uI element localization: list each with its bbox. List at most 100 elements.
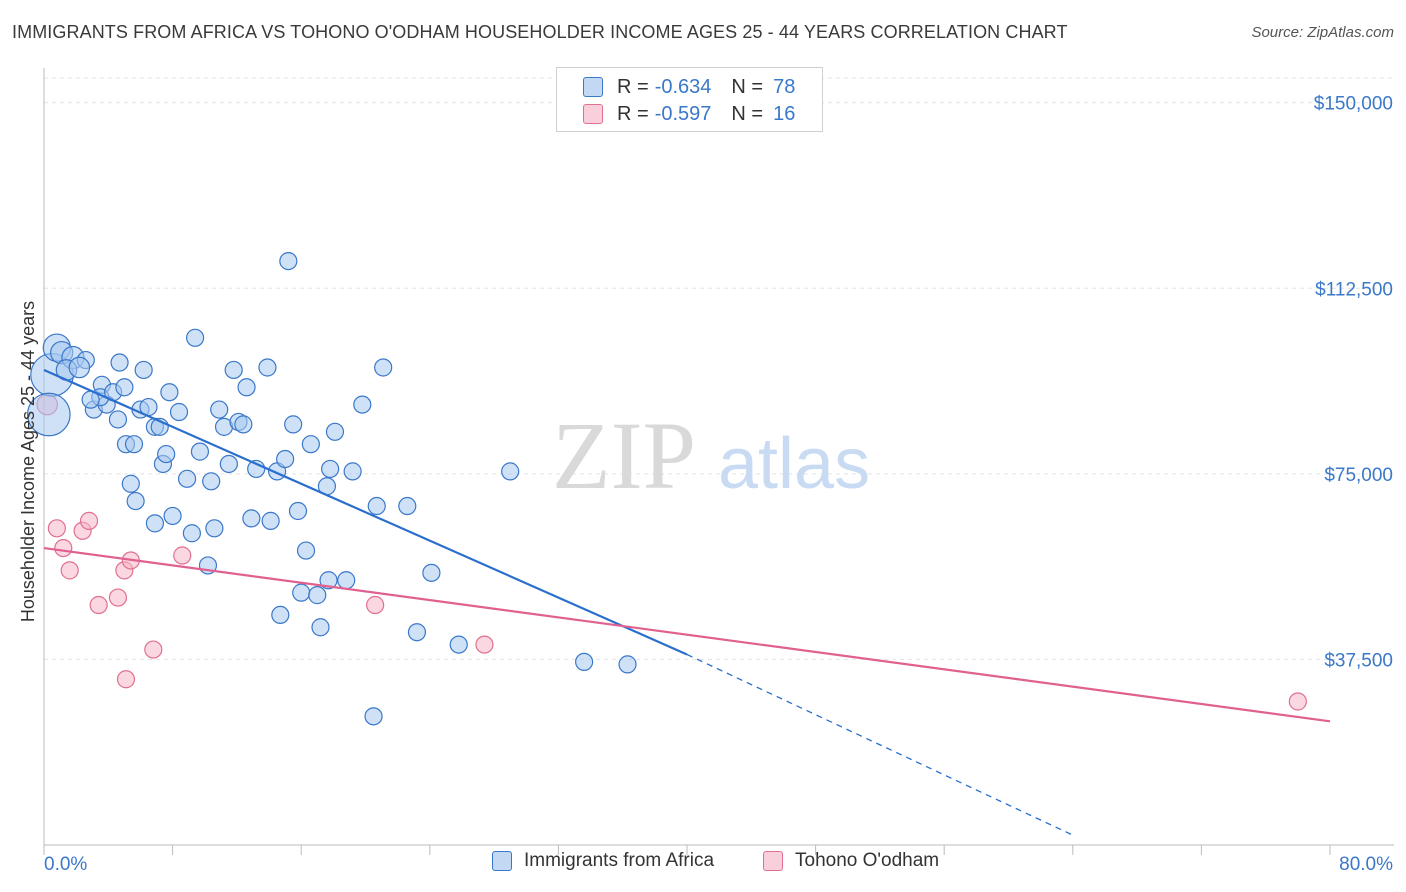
africa-point bbox=[364, 707, 383, 726]
axis-labels: $37,500 $75,000 $112,500 $150,000 0.0% 80.0% H… bbox=[18, 94, 1393, 875]
africa-point bbox=[422, 563, 441, 582]
tohono-point bbox=[89, 595, 108, 615]
africa-point bbox=[219, 454, 238, 474]
africa-point bbox=[145, 514, 165, 533]
series-tohono-points bbox=[36, 393, 1307, 711]
y-tick-label: $112,500 bbox=[1315, 279, 1393, 300]
tohono-point bbox=[47, 519, 66, 538]
africa-point bbox=[308, 586, 327, 605]
africa-point bbox=[177, 469, 197, 488]
africa-point bbox=[311, 618, 330, 637]
africa-point bbox=[210, 400, 229, 419]
africa-point bbox=[343, 462, 362, 481]
tohono-point bbox=[144, 640, 163, 659]
legend-r-label: R = bbox=[617, 102, 649, 125]
y-axis-title: Householder Income Ages 25 - 44 years bbox=[18, 301, 38, 622]
tohono-point bbox=[116, 670, 136, 689]
africa-point bbox=[271, 605, 290, 625]
africa-point bbox=[190, 442, 210, 461]
africa-point bbox=[337, 571, 356, 590]
africa-point bbox=[205, 519, 224, 538]
legend-swatch-tohono bbox=[763, 851, 783, 871]
x-tick-label: 80.0% bbox=[1339, 854, 1393, 875]
legend-swatch-africa bbox=[492, 851, 512, 871]
africa-point bbox=[353, 395, 372, 414]
legend-r-value: -0.597 bbox=[654, 102, 712, 125]
africa-point bbox=[134, 360, 153, 380]
africa-point bbox=[501, 462, 520, 481]
africa-point bbox=[110, 353, 129, 372]
africa-point bbox=[169, 402, 189, 422]
africa-point bbox=[407, 623, 427, 642]
africa-point bbox=[182, 524, 201, 543]
legend-r-label: R = bbox=[617, 75, 649, 98]
watermark: ZIP atlas bbox=[552, 402, 870, 509]
africa-point bbox=[115, 378, 134, 397]
grid-lines bbox=[44, 77, 1394, 660]
africa-point bbox=[202, 472, 221, 491]
y-tick-label: $75,000 bbox=[1324, 465, 1393, 486]
tohono-point bbox=[173, 546, 192, 565]
africa-point bbox=[374, 358, 393, 377]
africa-point bbox=[157, 444, 176, 464]
africa-point bbox=[124, 435, 144, 454]
y-tick-label: $150,000 bbox=[1314, 94, 1393, 115]
legend-label-africa: Immigrants from Africa bbox=[524, 850, 715, 871]
africa-point bbox=[398, 496, 417, 516]
africa-point bbox=[121, 474, 140, 493]
series-legend: Immigrants from Africa Tohono O'odham bbox=[0, 850, 1406, 878]
x-tick-label: 0.0% bbox=[44, 854, 87, 875]
tohono-point bbox=[79, 511, 99, 530]
tohono-point bbox=[54, 538, 73, 558]
africa-point bbox=[276, 449, 295, 469]
africa-point bbox=[186, 328, 205, 347]
series-africa-points bbox=[26, 251, 637, 726]
africa-point bbox=[367, 496, 386, 516]
africa-point bbox=[319, 571, 338, 590]
africa-point bbox=[575, 652, 594, 672]
africa-point bbox=[321, 459, 340, 479]
africa-point bbox=[126, 491, 145, 511]
africa-point bbox=[160, 383, 179, 402]
legend-swatch-tohono bbox=[583, 104, 603, 124]
africa-point bbox=[258, 358, 277, 377]
africa-point bbox=[618, 655, 637, 674]
africa-point bbox=[449, 635, 468, 654]
legend-label-tohono: Tohono O'odham bbox=[795, 850, 940, 871]
legend-row-africa: R = -0.634 N = 78 bbox=[583, 74, 795, 100]
africa-point bbox=[325, 422, 345, 441]
tohono-point bbox=[1288, 692, 1307, 711]
axes bbox=[43, 68, 1394, 855]
africa-point bbox=[292, 583, 311, 602]
africa-point bbox=[224, 360, 243, 380]
y-tick-label: $37,500 bbox=[1324, 650, 1393, 671]
legend-swatch-africa bbox=[583, 77, 603, 97]
africa-point bbox=[234, 415, 253, 434]
tohono-trend-line bbox=[43, 547, 1331, 723]
legend-n-label: N = bbox=[731, 102, 764, 125]
legend-row-tohono: R = -0.597 N = 16 bbox=[583, 101, 795, 127]
africa-point bbox=[26, 392, 71, 437]
africa-point bbox=[68, 356, 91, 379]
correlation-legend: R = -0.634 N = 78 R = -0.597 N = 16 bbox=[556, 67, 823, 132]
africa-point bbox=[237, 378, 256, 397]
legend-item-tohono: Tohono O'odham bbox=[763, 850, 939, 872]
legend-n-value: 16 bbox=[773, 102, 796, 125]
tohono-point bbox=[366, 595, 385, 615]
watermark-atlas: atlas bbox=[718, 424, 870, 504]
africa-point bbox=[301, 435, 320, 454]
africa-point bbox=[288, 501, 308, 521]
africa-point bbox=[108, 410, 128, 429]
legend-r-value: -0.634 bbox=[654, 75, 712, 98]
africa-point bbox=[242, 509, 261, 528]
legend-n-value: 78 bbox=[773, 75, 796, 98]
africa-point bbox=[279, 251, 298, 271]
africa-point bbox=[163, 506, 182, 526]
tohono-point bbox=[108, 588, 128, 607]
chart-title: IMMIGRANTS FROM AFRICA VS TOHONO O'ODHAM… bbox=[12, 22, 1068, 42]
africa-trend-line bbox=[43, 368, 688, 656]
africa-trend-extension bbox=[686, 653, 1074, 836]
africa-point bbox=[261, 511, 280, 530]
source-label: Source: ZipAtlas.com bbox=[1251, 24, 1394, 41]
